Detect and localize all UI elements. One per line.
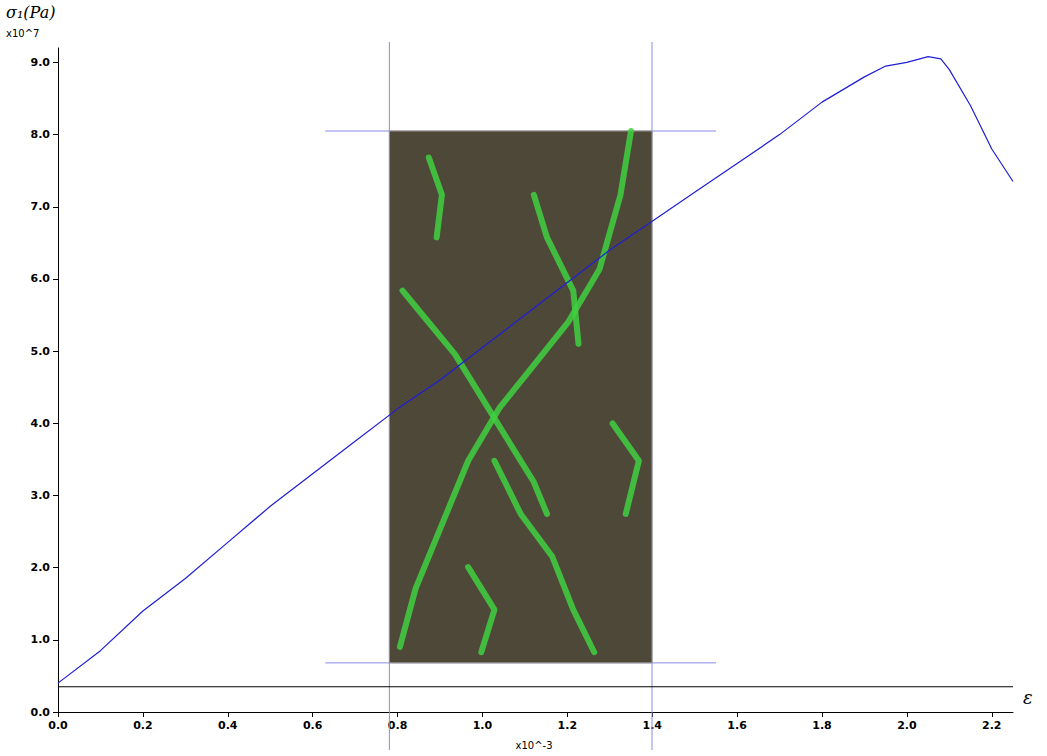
svg-text:2.0: 2.0 <box>897 719 917 732</box>
svg-text:1.0: 1.0 <box>473 719 493 732</box>
svg-text:0.0: 0.0 <box>48 719 68 732</box>
svg-text:1.2: 1.2 <box>558 719 578 732</box>
svg-text:9.0: 9.0 <box>31 56 51 69</box>
svg-text:1.8: 1.8 <box>812 719 832 732</box>
svg-text:2.0: 2.0 <box>31 561 51 574</box>
svg-text:8.0: 8.0 <box>31 128 51 141</box>
svg-text:x10^-3: x10^-3 <box>516 740 553 751</box>
svg-text:0.8: 0.8 <box>388 719 408 732</box>
svg-text:0.2: 0.2 <box>133 719 153 732</box>
svg-text:0.6: 0.6 <box>303 719 323 732</box>
svg-text:7.0: 7.0 <box>31 200 51 213</box>
svg-text:6.0: 6.0 <box>31 272 51 285</box>
svg-text:3.0: 3.0 <box>31 489 51 502</box>
svg-text:2.2: 2.2 <box>982 719 1002 732</box>
svg-text:4.0: 4.0 <box>31 417 51 430</box>
svg-text:σ₁(Pa): σ₁(Pa) <box>6 3 55 22</box>
svg-text:0.4: 0.4 <box>218 719 238 732</box>
svg-text:ε: ε <box>1023 687 1033 708</box>
svg-text:1.0: 1.0 <box>31 633 51 646</box>
svg-text:1.6: 1.6 <box>727 719 747 732</box>
svg-text:x10^7: x10^7 <box>6 28 39 39</box>
svg-text:5.0: 5.0 <box>31 345 51 358</box>
svg-text:0.0: 0.0 <box>31 706 51 719</box>
svg-text:1.4: 1.4 <box>642 719 662 732</box>
